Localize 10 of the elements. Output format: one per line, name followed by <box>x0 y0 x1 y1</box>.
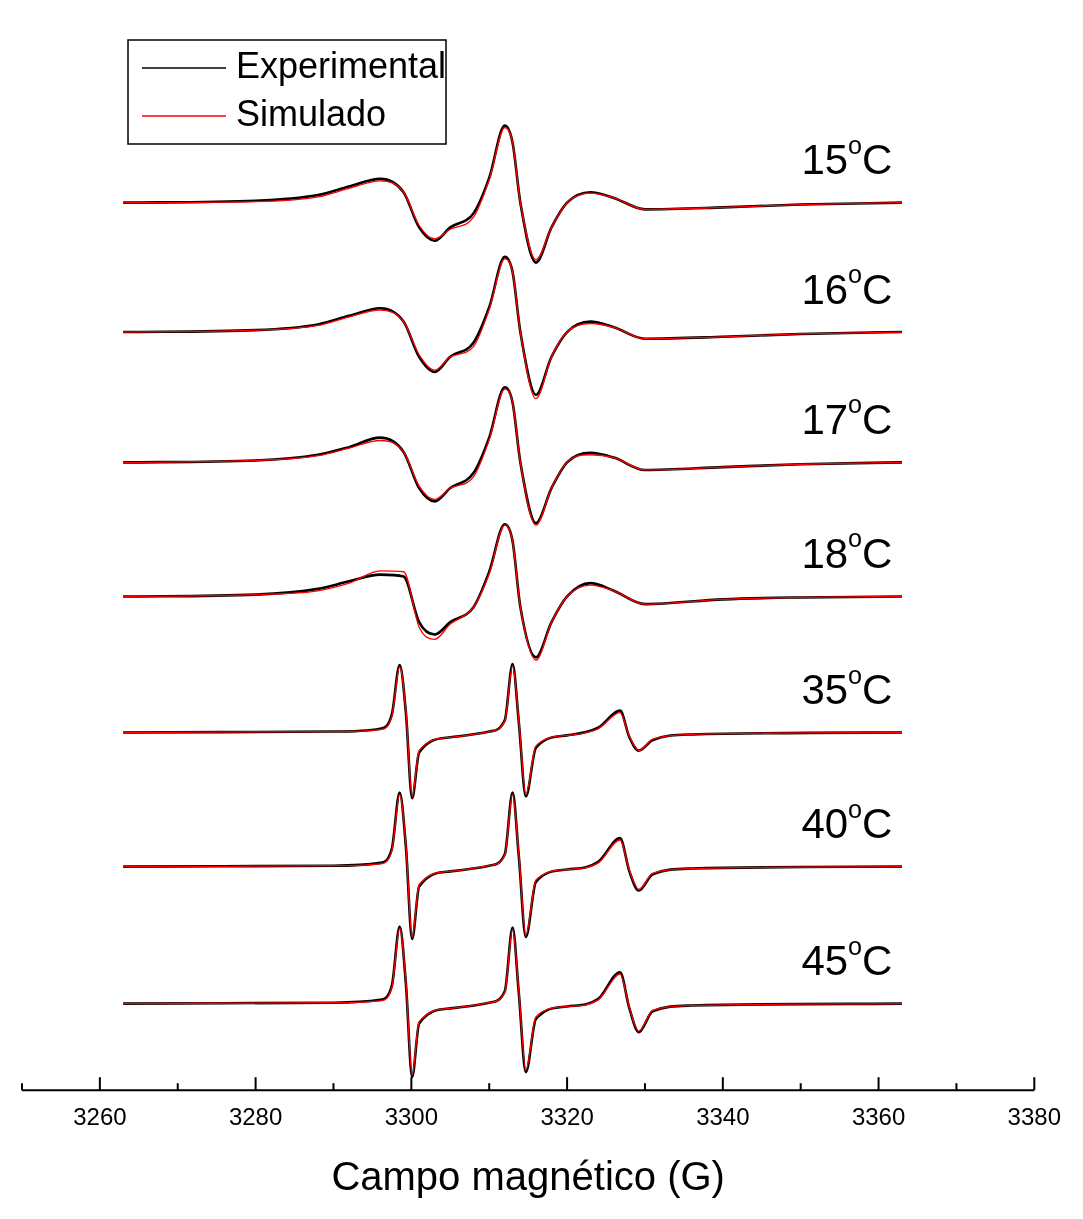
legend-label: Simulado <box>236 92 387 134</box>
x-tick-label: 3320 <box>540 1103 594 1131</box>
x-tick-label: 3380 <box>1007 1103 1061 1131</box>
legend-label: Experimental <box>236 44 447 86</box>
x-tick-label: 3340 <box>696 1103 750 1131</box>
x-tick-label: 3260 <box>73 1103 127 1131</box>
x-tick-label: 3300 <box>384 1103 439 1131</box>
x-tick-label: 3280 <box>228 1103 283 1131</box>
x-axis-title: Campo magnético (G) <box>331 1154 725 1199</box>
x-tick-label: 3360 <box>851 1103 906 1131</box>
